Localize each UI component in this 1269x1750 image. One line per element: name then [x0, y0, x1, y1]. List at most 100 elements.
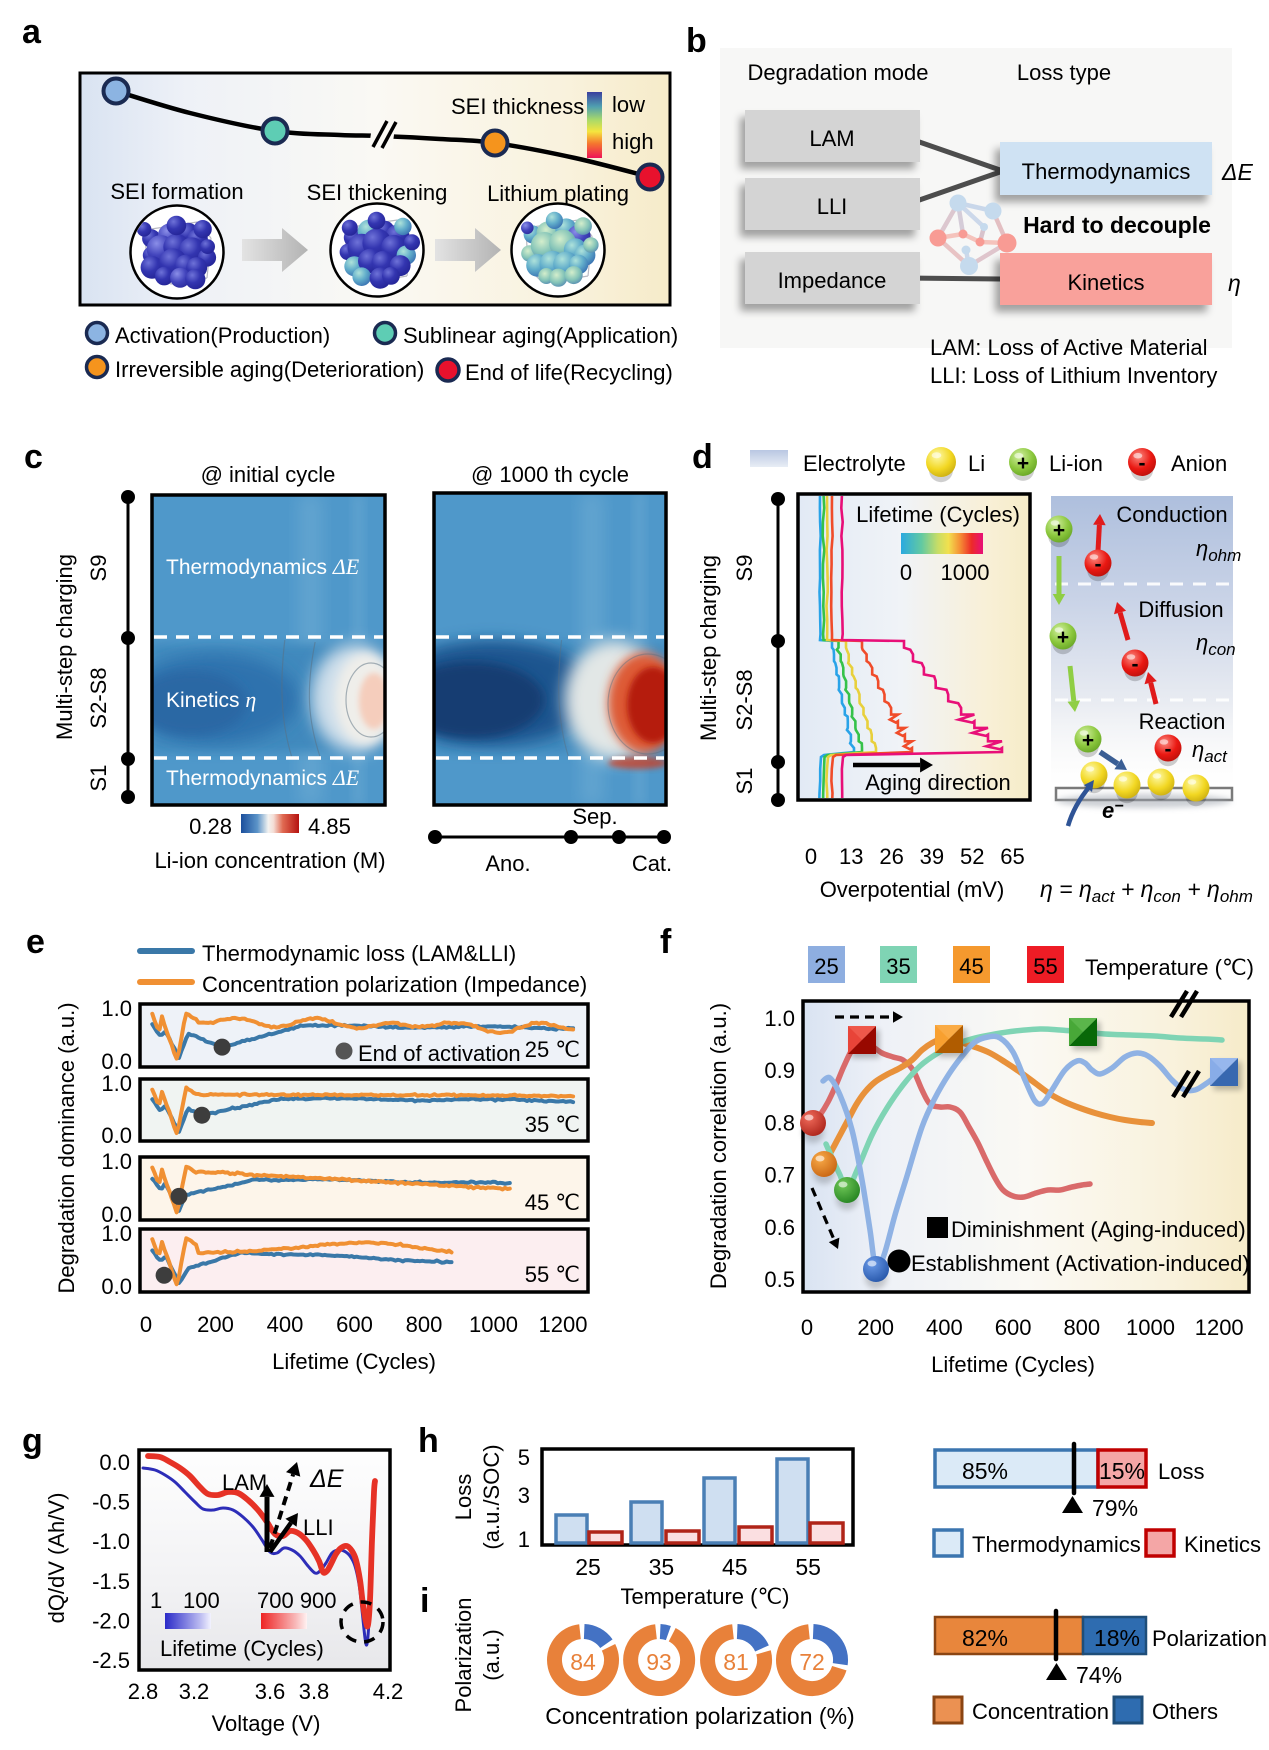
- svg-text:Degradation mode: Degradation mode: [747, 60, 928, 85]
- svg-text:SEI formation: SEI formation: [110, 179, 243, 204]
- svg-text:84: 84: [570, 1649, 596, 1675]
- svg-text:S9: S9: [732, 555, 757, 582]
- svg-text:1.0: 1.0: [101, 1221, 132, 1246]
- svg-text:1000: 1000: [941, 560, 990, 585]
- svg-text:b: b: [686, 22, 707, 60]
- svg-text:Lifetime (Cycles): Lifetime (Cycles): [272, 1349, 436, 1374]
- svg-text:26: 26: [879, 844, 903, 869]
- svg-text:0.7: 0.7: [764, 1163, 795, 1188]
- svg-text:800: 800: [1063, 1315, 1100, 1340]
- svg-text:0: 0: [900, 560, 912, 585]
- svg-text:0.0: 0.0: [101, 1274, 132, 1299]
- svg-text:35 ℃: 35 ℃: [525, 1112, 580, 1137]
- svg-text:+: +: [1057, 626, 1069, 649]
- svg-text:S9: S9: [86, 555, 111, 582]
- svg-text:Thermodynamics: Thermodynamics: [972, 1532, 1141, 1557]
- svg-text:1.0: 1.0: [101, 1071, 132, 1096]
- svg-text:Kinetics η: Kinetics η: [166, 687, 256, 712]
- svg-text:600: 600: [336, 1312, 373, 1337]
- svg-text:4.2: 4.2: [373, 1679, 404, 1704]
- svg-text:4.85: 4.85: [308, 814, 351, 839]
- svg-text:35: 35: [649, 1554, 675, 1580]
- svg-text:25: 25: [575, 1554, 601, 1580]
- svg-text:15%: 15%: [1099, 1458, 1145, 1484]
- svg-text:-0.5: -0.5: [92, 1490, 130, 1515]
- svg-text:200: 200: [857, 1315, 894, 1340]
- svg-text:52: 52: [960, 844, 984, 869]
- svg-text:LAM: LAM: [222, 1470, 267, 1495]
- svg-text:Diminishment (Aging-induced): Diminishment (Aging-induced): [951, 1217, 1246, 1242]
- svg-text:(a.u./SOC): (a.u./SOC): [479, 1444, 504, 1549]
- svg-text:+: +: [1017, 452, 1029, 475]
- svg-text:Reaction: Reaction: [1139, 709, 1226, 734]
- svg-text:-2.5: -2.5: [92, 1648, 130, 1673]
- svg-text:End of life(Recycling): End of life(Recycling): [465, 360, 673, 385]
- svg-text:82%: 82%: [962, 1625, 1008, 1651]
- svg-text:0: 0: [140, 1312, 152, 1337]
- svg-text:c: c: [24, 438, 43, 476]
- svg-text:5: 5: [518, 1445, 530, 1470]
- svg-text:74%: 74%: [1076, 1662, 1122, 1688]
- svg-text:SEI thickening: SEI thickening: [307, 180, 448, 205]
- svg-text:@ initial cycle: @ initial cycle: [201, 462, 336, 487]
- svg-text:-: -: [1165, 738, 1172, 761]
- svg-text:1200: 1200: [539, 1312, 588, 1337]
- svg-text:Temperature (℃): Temperature (℃): [621, 1584, 790, 1609]
- svg-text:0.0: 0.0: [101, 1049, 132, 1074]
- svg-text:25 ℃: 25 ℃: [525, 1037, 580, 1062]
- svg-text:Thermodynamic loss (LAM&LLI): Thermodynamic loss (LAM&LLI): [202, 941, 516, 966]
- svg-text:Loss type: Loss type: [1017, 60, 1111, 85]
- svg-text:S1: S1: [86, 765, 111, 792]
- svg-text:-: -: [1132, 653, 1139, 676]
- svg-text:72: 72: [799, 1649, 825, 1675]
- svg-text:Aging direction: Aging direction: [865, 770, 1011, 795]
- svg-text:0.0: 0.0: [101, 1202, 132, 1227]
- svg-text:-2.0: -2.0: [92, 1608, 130, 1633]
- svg-text:-1.0: -1.0: [92, 1529, 130, 1554]
- svg-text:600: 600: [995, 1315, 1032, 1340]
- svg-text:η = ηact + ηcon + ηohm: η = ηact + ηcon + ηohm: [1040, 876, 1253, 906]
- svg-text:Lifetime (Cycles): Lifetime (Cycles): [160, 1636, 324, 1661]
- svg-text:1200: 1200: [1195, 1315, 1244, 1340]
- svg-text:3: 3: [518, 1483, 530, 1508]
- svg-text:Concentration polarization (%): Concentration polarization (%): [545, 1703, 854, 1729]
- svg-text:3.8: 3.8: [299, 1679, 330, 1704]
- svg-text:3.2: 3.2: [179, 1679, 210, 1704]
- svg-text:0.0: 0.0: [99, 1450, 130, 1475]
- svg-text:45: 45: [722, 1554, 748, 1580]
- svg-text:1: 1: [150, 1588, 162, 1613]
- svg-text:(a.u.): (a.u.): [479, 1629, 504, 1680]
- svg-text:1.0: 1.0: [101, 996, 132, 1021]
- svg-text:1.0: 1.0: [764, 1006, 795, 1031]
- svg-text:Diffusion: Diffusion: [1138, 597, 1223, 622]
- svg-text:700 900: 700 900: [257, 1588, 337, 1613]
- svg-text:Activation(Production): Activation(Production): [115, 323, 330, 348]
- svg-text:Anion: Anion: [1171, 451, 1227, 476]
- svg-text:Thermodynamics ΔE: Thermodynamics ΔE: [166, 765, 360, 790]
- svg-text:0: 0: [801, 1315, 813, 1340]
- svg-text:0: 0: [805, 844, 817, 869]
- svg-text:ΔE: ΔE: [309, 1465, 344, 1493]
- svg-text:Thermodynamics ΔE: Thermodynamics ΔE: [166, 554, 360, 579]
- svg-text:400: 400: [267, 1312, 304, 1337]
- svg-text:LAM: Loss of Active Material: LAM: Loss of Active Material: [930, 335, 1208, 360]
- svg-text:0.9: 0.9: [764, 1058, 795, 1083]
- svg-text:1000: 1000: [469, 1312, 518, 1337]
- svg-text:LLI: LLI: [817, 194, 848, 219]
- svg-text:55: 55: [795, 1554, 821, 1580]
- svg-text:End of activation: End of activation: [358, 1041, 521, 1066]
- svg-text:LAM: LAM: [809, 126, 854, 151]
- svg-text:S2-S8: S2-S8: [732, 669, 757, 730]
- svg-text:93: 93: [646, 1649, 672, 1675]
- svg-text:low: low: [612, 92, 645, 117]
- svg-text:18%: 18%: [1094, 1625, 1140, 1651]
- svg-text:S1: S1: [732, 768, 757, 795]
- svg-text:Polarization: Polarization: [451, 1598, 476, 1713]
- svg-text:Lifetime (Cycles): Lifetime (Cycles): [931, 1352, 1095, 1377]
- svg-text:85%: 85%: [962, 1458, 1008, 1484]
- svg-text:Li-ion: Li-ion: [1049, 451, 1103, 476]
- svg-text:Multi-step charging: Multi-step charging: [696, 555, 721, 741]
- svg-text:Multi-step charging: Multi-step charging: [52, 554, 77, 740]
- svg-text:Loss: Loss: [451, 1474, 476, 1520]
- svg-text:1: 1: [518, 1527, 530, 1552]
